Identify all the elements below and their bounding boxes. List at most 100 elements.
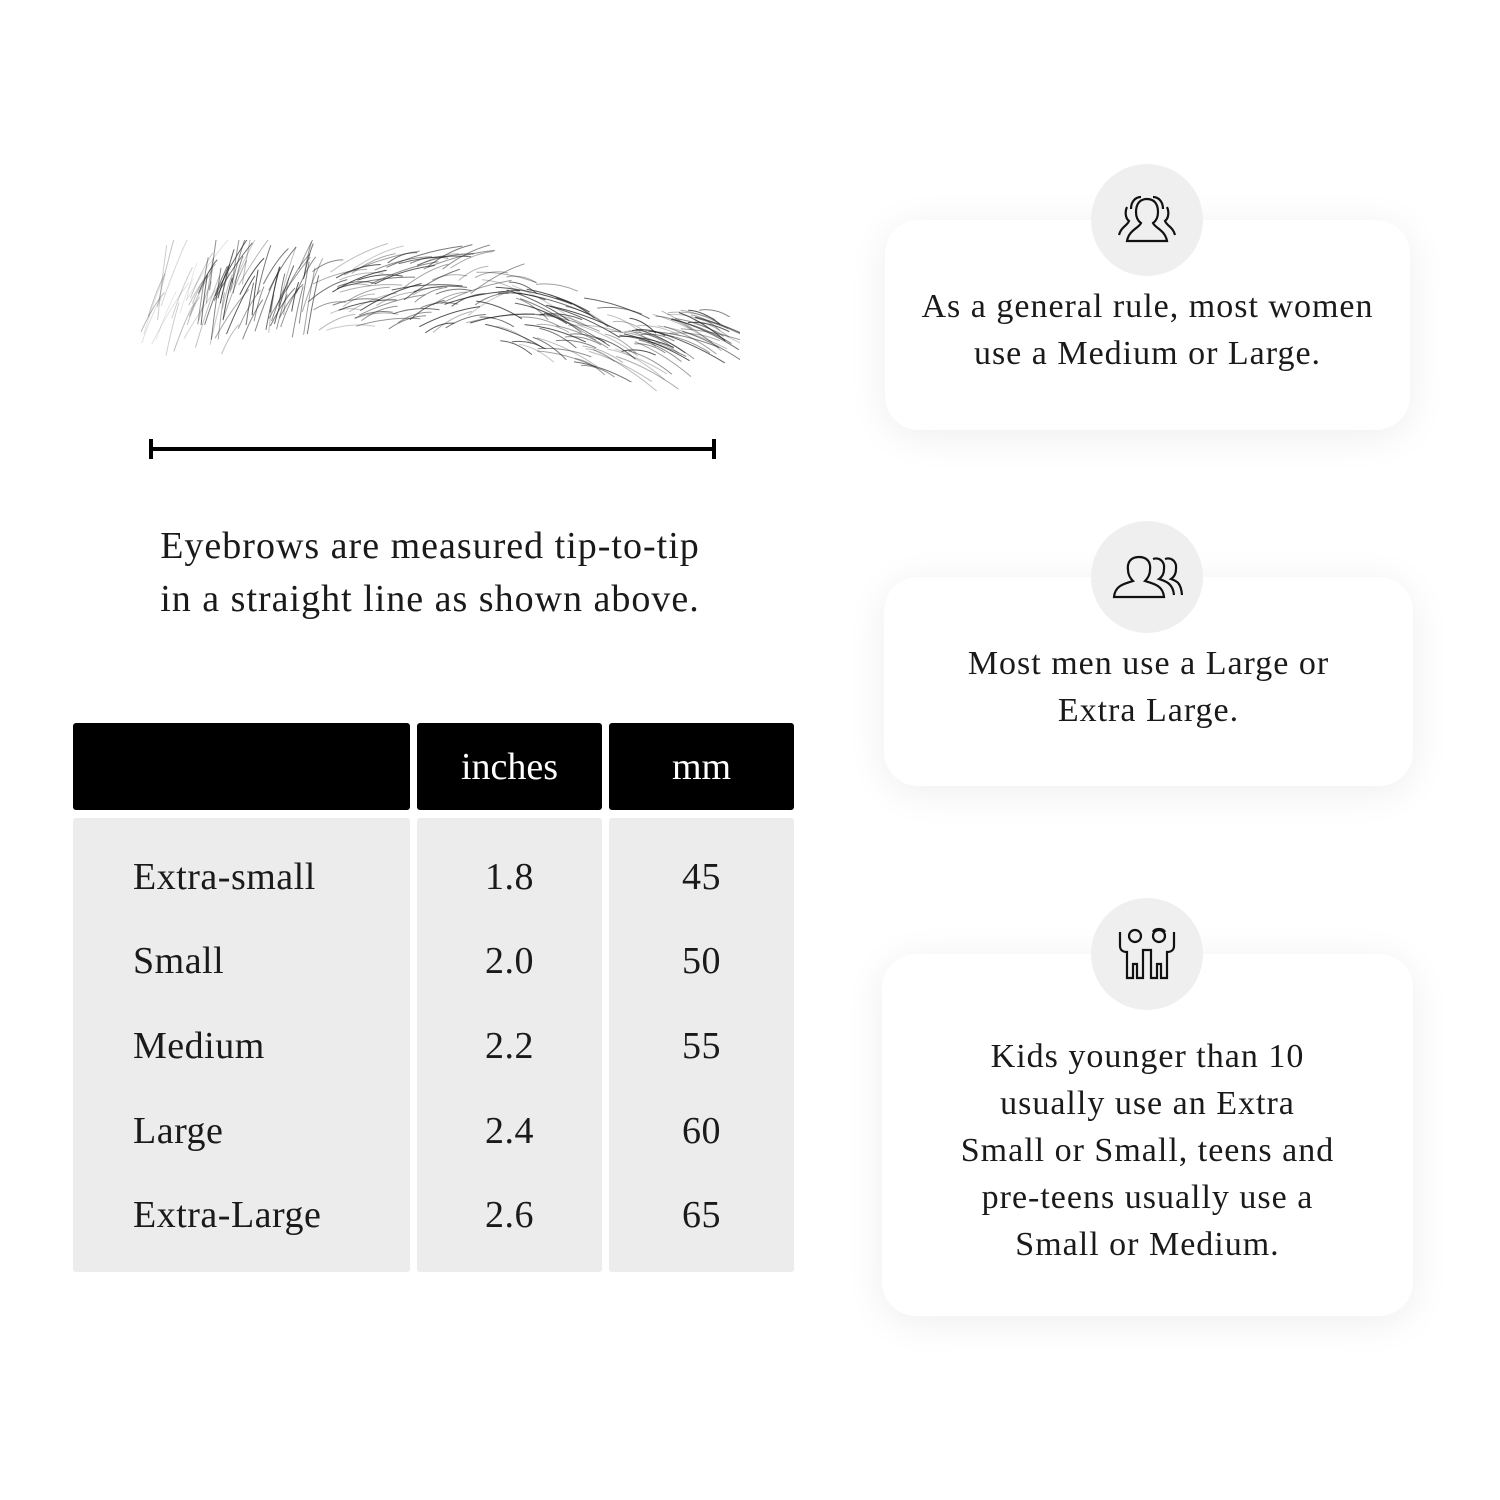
eyebrow-hair xyxy=(680,328,740,341)
eyebrow-hair xyxy=(549,305,620,338)
tip-text: Kids younger than 10 xyxy=(990,1037,1305,1075)
eyebrow-hair xyxy=(414,286,448,303)
eyebrow-hair xyxy=(151,282,190,345)
eyebrow-hair xyxy=(214,240,248,297)
tip-text: As a general rule, most women xyxy=(921,288,1374,325)
eyebrow-hair xyxy=(262,248,289,285)
cell-size: Medium xyxy=(133,1025,265,1067)
eyebrow-hair xyxy=(360,283,422,311)
eyebrow-hair xyxy=(669,332,720,342)
eyebrow-hair xyxy=(607,348,668,375)
eyebrow-hair xyxy=(674,318,724,337)
eyebrow-hair xyxy=(519,343,555,363)
eyebrow-hair xyxy=(419,306,481,328)
eyebrow-hair xyxy=(256,245,272,295)
eyebrow-hair xyxy=(286,253,311,291)
eyebrow-hair xyxy=(518,316,560,327)
eyebrow-hair xyxy=(352,245,404,270)
eyebrow-hair xyxy=(539,313,583,321)
eyebrow-hair xyxy=(222,277,233,321)
eyebrow-hair xyxy=(580,364,615,378)
eyebrow-hair xyxy=(692,322,740,344)
eyebrow-hair xyxy=(214,289,250,339)
eyebrow-hair xyxy=(694,317,740,335)
cell-mm: 50 xyxy=(682,940,721,982)
eyebrow-hair xyxy=(479,316,515,328)
mm-column xyxy=(609,818,794,1272)
cell-size: Extra-Large xyxy=(133,1194,322,1236)
eyebrow-hair xyxy=(470,313,535,324)
eyebrow-hair xyxy=(657,325,728,350)
eyebrow-hair xyxy=(298,240,314,270)
tip-text: pre-teens usually use a xyxy=(981,1178,1314,1216)
cell-size: Large xyxy=(133,1110,224,1152)
eyebrow-hair xyxy=(699,309,730,318)
eyebrow-hair xyxy=(179,278,195,314)
eyebrow-hair xyxy=(217,292,225,340)
eyebrow-hair xyxy=(358,294,426,316)
header-inches: inches xyxy=(417,723,602,810)
eyebrow-hair xyxy=(185,262,198,301)
eyebrow-hair xyxy=(506,289,570,322)
eyebrow-hair xyxy=(450,250,494,269)
eyebrow-hair xyxy=(543,312,610,347)
eyebrow-hair xyxy=(500,340,533,355)
eyebrow-hair xyxy=(569,333,606,344)
eyebrow-hair xyxy=(695,316,740,334)
eyebrow-hair xyxy=(474,271,508,278)
eyebrow-hair xyxy=(568,324,624,334)
cell-inches: 2.4 xyxy=(485,1110,534,1152)
eyebrow-hair xyxy=(535,314,600,332)
eyebrow-hair xyxy=(229,240,246,291)
eyebrow-hair xyxy=(511,284,581,326)
tip-text: Small or Medium. xyxy=(1015,1225,1280,1263)
cell-inches: 2.6 xyxy=(485,1194,534,1236)
men-group-icon xyxy=(1091,521,1203,633)
eyebrow-hair xyxy=(574,358,606,376)
eyebrow-hair xyxy=(160,240,188,307)
eyebrow-hair xyxy=(155,291,177,340)
eyebrow-hair xyxy=(596,337,636,360)
eyebrow-hair xyxy=(200,274,208,326)
eyebrow-hair xyxy=(387,252,418,264)
eyebrow-hair xyxy=(173,302,195,352)
eyebrow-hair xyxy=(313,301,346,311)
eyebrow-hair xyxy=(432,291,468,306)
eyebrow-hair xyxy=(229,240,256,294)
eyebrow-hair xyxy=(332,269,387,293)
eyebrow-hair xyxy=(268,256,311,319)
tip-text: usually use an Extra xyxy=(1000,1084,1295,1122)
eyebrow-hair xyxy=(427,244,473,267)
eyebrow-hair xyxy=(409,299,445,321)
eyebrow-hair xyxy=(157,245,168,321)
eyebrow-hair xyxy=(251,269,259,316)
eyebrow-hair xyxy=(276,294,288,330)
header-size xyxy=(73,723,410,810)
eyebrow-hair xyxy=(536,337,598,367)
eyebrow-hair xyxy=(361,305,398,322)
eyebrow-hair xyxy=(298,261,310,324)
eyebrow-hair xyxy=(269,287,296,327)
eyebrow-hair xyxy=(524,324,587,343)
eyebrow-hair xyxy=(682,330,740,361)
eyebrow-hair xyxy=(546,304,622,333)
eyebrow-hair xyxy=(376,291,417,307)
eyebrow-hair xyxy=(221,274,233,309)
eyebrow-hair xyxy=(197,257,209,325)
eyebrow-hair xyxy=(604,333,637,354)
eyebrow-hair xyxy=(209,240,217,291)
eyebrow-hair xyxy=(403,268,461,301)
eyebrow-hair xyxy=(338,299,397,311)
tip-text: use a Medium or Large. xyxy=(973,335,1322,372)
eyebrow-hair xyxy=(537,347,592,358)
eyebrow-hair xyxy=(188,269,213,317)
eyebrow-hair xyxy=(495,286,573,305)
eyebrow-hair xyxy=(303,243,314,280)
eyebrow-hair xyxy=(573,361,632,383)
eyebrow-hair xyxy=(663,325,717,355)
eyebrow-hair xyxy=(188,263,216,306)
eyebrow-hair xyxy=(370,261,439,285)
eyebrow-hair xyxy=(303,267,316,335)
eyebrow-hair xyxy=(332,298,380,306)
eyebrow-hair xyxy=(445,314,486,329)
